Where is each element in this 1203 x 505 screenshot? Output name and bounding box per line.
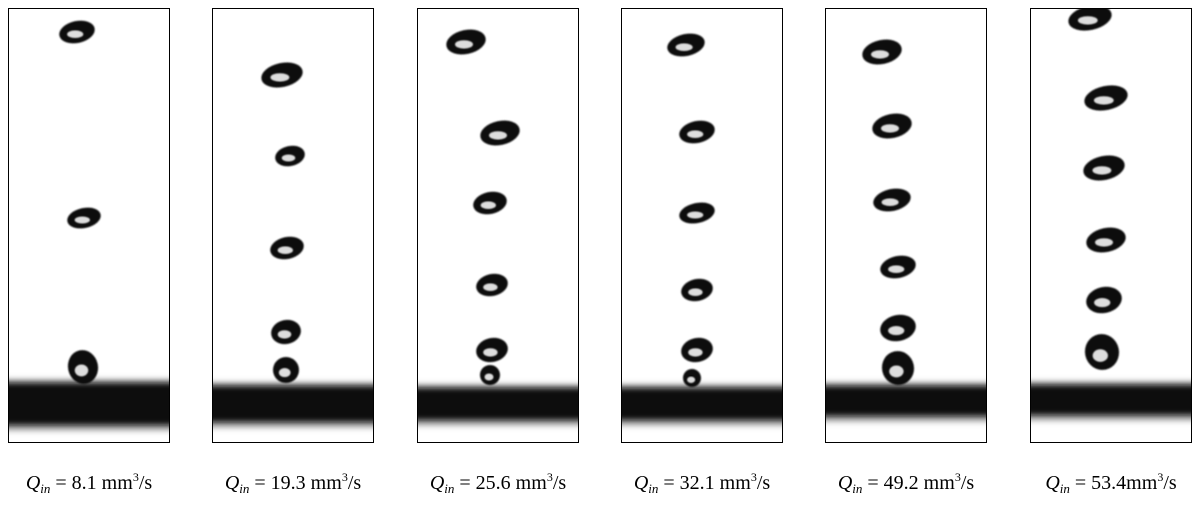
droplet-highlight — [489, 131, 507, 139]
droplet-highlight — [688, 348, 702, 356]
caption-symbol: Q — [838, 472, 852, 494]
caption: Qin = 19.3 mm3/s — [193, 470, 393, 497]
caption-text: = 53.4mm — [1070, 472, 1157, 494]
caption-symbol: Q — [430, 472, 444, 494]
nozzle-band — [0, 383, 180, 425]
panel-content — [611, 8, 793, 443]
droplet-highlight — [676, 43, 693, 51]
caption-symbol: Q — [1045, 472, 1059, 494]
caption-text: = 32.1 mm — [658, 472, 750, 494]
droplet-highlight — [1094, 298, 1110, 307]
caption-unit: /s — [553, 472, 566, 494]
droplet-highlight — [688, 288, 702, 296]
nozzle-band — [815, 386, 997, 416]
panel-bg — [1030, 8, 1192, 443]
caption-subscript: in — [40, 481, 50, 496]
caption-subscript: in — [239, 481, 249, 496]
droplet-highlight — [75, 217, 90, 224]
caption-unit: /s — [1163, 472, 1176, 494]
caption-unit: /s — [757, 472, 770, 494]
droplet-highlight — [687, 377, 695, 383]
photo-panel — [611, 8, 793, 443]
panel-content — [202, 8, 384, 443]
droplet-highlight — [483, 348, 497, 356]
photo-panel — [1020, 2, 1202, 443]
caption: Qin = 49.2 mm3/s — [806, 470, 1006, 497]
caption-subscript: in — [444, 481, 454, 496]
caption-symbol: Q — [26, 472, 40, 494]
nozzle-band — [202, 386, 384, 422]
droplet-highlight — [1094, 96, 1114, 104]
droplet-highlight — [882, 198, 899, 206]
caption-symbol: Q — [225, 472, 239, 494]
droplet-highlight — [270, 73, 289, 81]
droplet-highlight — [888, 265, 904, 273]
caption-unit: /s — [139, 472, 152, 494]
droplet-highlight — [1095, 238, 1113, 246]
figure: Qin = 8.1 mm3/sQin = 19.3 mm3/sQin = 25.… — [0, 0, 1203, 505]
caption-text: = 49.2 mm — [862, 472, 954, 494]
droplet-highlight — [888, 326, 904, 335]
droplet-highlight — [687, 130, 703, 138]
droplet-highlight — [881, 124, 899, 132]
caption-text: = 8.1 mm — [50, 472, 132, 494]
droplet-highlight — [483, 283, 497, 291]
droplet-highlight — [282, 155, 296, 162]
nozzle-band — [1020, 385, 1202, 415]
caption-text: = 25.6 mm — [454, 472, 546, 494]
panel-content — [815, 8, 997, 443]
droplet-highlight — [481, 201, 496, 209]
droplet-highlight — [1092, 166, 1111, 174]
caption: Qin = 8.1 mm3/s — [0, 470, 189, 497]
caption-text: = 19.3 mm — [249, 472, 341, 494]
caption-subscript: in — [648, 481, 658, 496]
droplet-highlight — [1093, 349, 1108, 362]
caption: Qin = 53.4mm3/s — [1011, 470, 1203, 497]
photo-panel — [815, 8, 997, 443]
photo-panel — [202, 8, 384, 443]
photo-panel — [0, 8, 180, 443]
droplet-highlight — [455, 40, 473, 48]
caption: Qin = 32.1 mm3/s — [602, 470, 802, 497]
caption-unit: /s — [348, 472, 361, 494]
panel-content — [0, 8, 180, 443]
droplet-highlight — [1078, 16, 1098, 24]
nozzle-band — [407, 388, 589, 420]
photo-panel — [407, 8, 589, 443]
droplet-highlight — [278, 330, 292, 338]
caption-unit: /s — [961, 472, 974, 494]
droplet-highlight — [485, 374, 494, 381]
droplet-highlight — [75, 364, 89, 376]
caption-subscript: in — [852, 481, 862, 496]
droplet-highlight — [687, 212, 703, 219]
panel-content — [407, 8, 589, 443]
caption-symbol: Q — [634, 472, 648, 494]
panel-bg — [621, 8, 783, 443]
droplet-highlight — [279, 368, 291, 377]
droplet-highlight — [67, 30, 83, 38]
caption: Qin = 25.6 mm3/s — [398, 470, 598, 497]
droplet-highlight — [889, 365, 903, 377]
panel-content — [1020, 2, 1202, 443]
photo-strip — [0, 0, 1203, 505]
droplet-highlight — [278, 246, 293, 254]
nozzle-band — [611, 388, 793, 420]
droplet-highlight — [871, 50, 889, 58]
caption-subscript: in — [1060, 481, 1070, 496]
